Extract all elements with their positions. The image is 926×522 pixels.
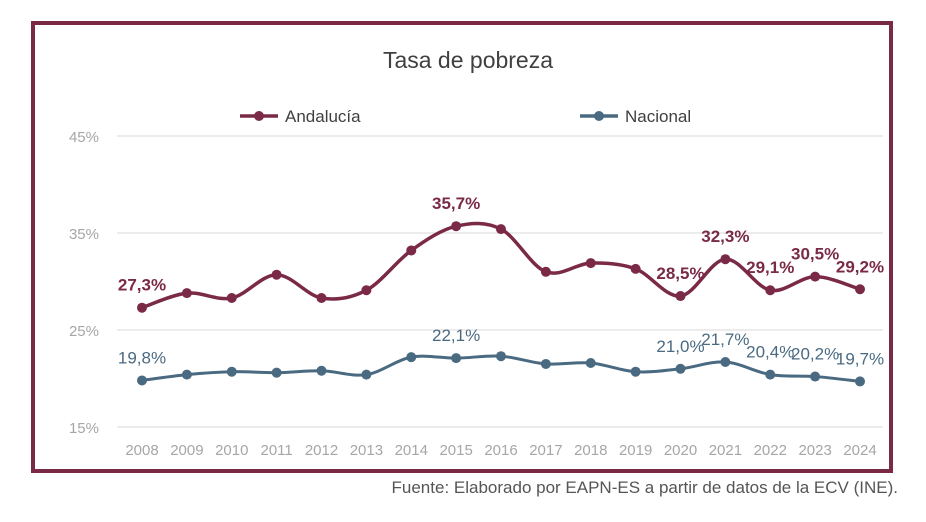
data-label-andalucia: 27,3% bbox=[118, 276, 166, 295]
legend-label-nacional: Nacional bbox=[625, 107, 691, 126]
data-point-nacional bbox=[720, 357, 731, 368]
y-tick-label: 45% bbox=[69, 129, 99, 146]
data-point-nacional bbox=[585, 357, 596, 368]
data-point-nacional bbox=[630, 366, 641, 377]
y-axis: 15% 25% 35% 45% bbox=[69, 129, 99, 437]
y-tick-label: 25% bbox=[69, 323, 99, 340]
legend-marker-nacional bbox=[594, 111, 604, 121]
data-point-nacional bbox=[137, 375, 147, 386]
data-point-andalucia bbox=[540, 266, 551, 277]
data-point-andalucia bbox=[496, 224, 506, 235]
x-tick-label: 2015 bbox=[439, 442, 472, 459]
x-tick-label: 2016 bbox=[484, 442, 517, 459]
data-point-andalucia bbox=[675, 291, 686, 302]
data-point-andalucia bbox=[316, 292, 327, 303]
source-note: Fuente: Elaborado por EAPN-ES a partir d… bbox=[391, 478, 898, 497]
data-point-nacional bbox=[765, 369, 776, 380]
gridlines bbox=[117, 135, 883, 428]
data-point-andalucia bbox=[451, 221, 462, 232]
x-axis: 2008 2009 2010 2011 2012 2013 2014 2015 2016 2017… bbox=[125, 442, 876, 459]
x-tick-label: 2012 bbox=[305, 442, 338, 459]
data-point-andalucia bbox=[585, 258, 596, 269]
data-point-andalucia bbox=[810, 271, 821, 282]
chart-frame: Tasa de pobreza Andalucía Nacional 15% 25%… bbox=[31, 21, 893, 473]
data-point-andalucia bbox=[630, 263, 641, 274]
x-tick-label: 2014 bbox=[395, 442, 428, 459]
x-tick-label: 2008 bbox=[125, 442, 158, 459]
x-tick-label: 2020 bbox=[664, 442, 697, 459]
data-point-andalucia bbox=[855, 284, 865, 295]
data-point-nacional bbox=[540, 358, 551, 369]
data-label-nacional: 20,2% bbox=[791, 345, 839, 364]
x-tick-label: 2022 bbox=[754, 442, 787, 459]
data-labels: 27,3% 35,7% 28,5% 32,3% 29,1%30,5%29,2% 19,8%… bbox=[118, 194, 884, 368]
x-tick-label: 2011 bbox=[260, 442, 292, 459]
y-tick-label: 15% bbox=[69, 420, 99, 437]
x-tick-label: 2013 bbox=[350, 442, 383, 459]
data-point-nacional bbox=[226, 366, 237, 377]
data-point-nacional bbox=[855, 376, 865, 387]
data-point-andalucia bbox=[137, 302, 147, 313]
y-tick-label: 35% bbox=[69, 226, 99, 243]
data-point-nacional bbox=[271, 367, 282, 378]
data-label-andalucia: 32,3% bbox=[701, 227, 749, 246]
chart-title: Tasa de pobreza bbox=[383, 47, 553, 73]
line-chart: Tasa de pobreza Andalucía Nacional 15% 25%… bbox=[69, 47, 884, 459]
legend-marker-andalucia bbox=[254, 111, 264, 121]
x-tick-label: 2024 bbox=[843, 442, 876, 459]
data-point-nacional bbox=[316, 365, 327, 376]
data-point-nacional bbox=[451, 353, 462, 364]
legend: Andalucía Nacional bbox=[240, 107, 691, 126]
data-point-nacional bbox=[675, 363, 686, 374]
data-label-andalucia: 29,2% bbox=[836, 257, 884, 276]
data-point-andalucia bbox=[720, 254, 731, 265]
data-point-andalucia bbox=[765, 285, 776, 296]
x-tick-label: 2010 bbox=[215, 442, 248, 459]
data-point-andalucia bbox=[406, 245, 417, 256]
data-label-andalucia: 28,5% bbox=[656, 264, 704, 283]
data-label-nacional: 19,8% bbox=[118, 348, 166, 367]
data-label-nacional: 22,1% bbox=[432, 326, 480, 345]
data-point-nacional bbox=[810, 371, 821, 382]
data-label-nacional: 21,0% bbox=[656, 337, 704, 356]
data-label-andalucia: 29,1% bbox=[746, 258, 794, 277]
series-layer bbox=[137, 221, 865, 387]
data-label-andalucia: 35,7% bbox=[432, 194, 480, 213]
data-point-andalucia bbox=[226, 292, 237, 303]
data-point-nacional bbox=[361, 369, 372, 380]
x-tick-label: 2017 bbox=[529, 442, 562, 459]
data-label-nacional: 19,7% bbox=[836, 349, 884, 368]
data-point-nacional bbox=[181, 369, 192, 380]
x-tick-label: 2021 bbox=[709, 442, 742, 459]
data-point-andalucia bbox=[181, 288, 192, 299]
x-tick-label: 2023 bbox=[798, 442, 831, 459]
data-point-andalucia bbox=[361, 285, 372, 296]
data-point-andalucia bbox=[271, 269, 282, 280]
data-label-nacional: 20,4% bbox=[746, 343, 794, 362]
data-label-andalucia: 30,5% bbox=[791, 245, 839, 264]
x-tick-label: 2009 bbox=[170, 442, 203, 459]
data-point-nacional bbox=[406, 352, 417, 363]
x-tick-label: 2019 bbox=[619, 442, 652, 459]
data-point-nacional bbox=[496, 351, 506, 362]
x-tick-label: 2018 bbox=[574, 442, 607, 459]
legend-label-andalucia: Andalucía bbox=[285, 107, 361, 126]
data-label-nacional: 21,7% bbox=[701, 330, 749, 349]
